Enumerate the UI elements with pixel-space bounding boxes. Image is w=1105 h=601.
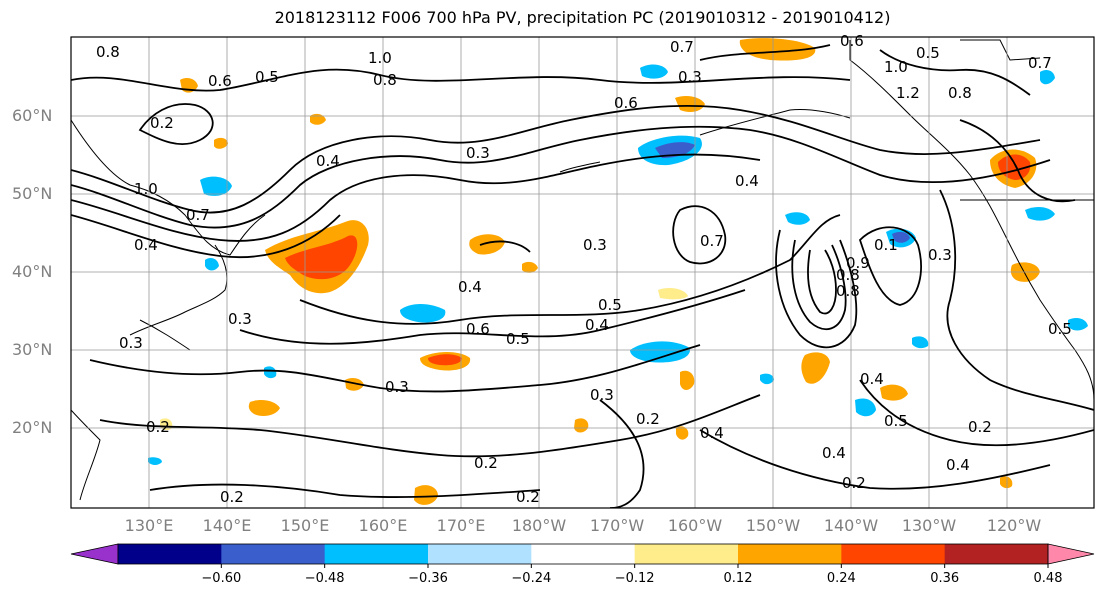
svg-text:0.2: 0.2 bbox=[146, 418, 170, 436]
svg-text:0.5: 0.5 bbox=[255, 68, 279, 86]
svg-text:1.2: 1.2 bbox=[896, 84, 920, 102]
colorbar: −0.60 −0.48 −0.36 −0.24 −0.12 0.12 0.24 0.36 0.4… bbox=[70, 543, 1095, 586]
svg-text:0.7: 0.7 bbox=[186, 206, 210, 224]
colorbar-tick-label: −0.48 bbox=[305, 571, 345, 586]
svg-text:180°W: 180°W bbox=[512, 516, 567, 535]
colorbar-segment bbox=[738, 544, 842, 564]
svg-text:140°W: 140°W bbox=[824, 516, 879, 535]
svg-text:0.9: 0.9 bbox=[846, 254, 870, 272]
svg-text:0.2: 0.2 bbox=[220, 488, 244, 506]
pv-contours bbox=[71, 44, 1094, 508]
precip-negative-patches bbox=[148, 64, 1088, 465]
svg-text:0.3: 0.3 bbox=[228, 310, 252, 328]
colorbar-segment bbox=[118, 544, 222, 564]
colorbar-segment bbox=[841, 544, 946, 564]
svg-text:150°W: 150°W bbox=[746, 516, 801, 535]
svg-text:160°W: 160°W bbox=[668, 516, 723, 535]
colorbar-extension-high bbox=[1047, 543, 1095, 565]
coastlines bbox=[71, 39, 1094, 501]
colorbar-segment bbox=[944, 544, 1049, 564]
svg-text:0.2: 0.2 bbox=[150, 114, 174, 132]
svg-text:0.4: 0.4 bbox=[585, 316, 609, 334]
svg-text:50°N: 50°N bbox=[12, 184, 52, 203]
svg-text:0.6: 0.6 bbox=[208, 72, 232, 90]
colorbar-tick-label: −0.24 bbox=[511, 571, 551, 586]
svg-text:0.5: 0.5 bbox=[598, 296, 622, 314]
svg-text:0.8: 0.8 bbox=[948, 84, 972, 102]
colorbar-tick-label: 0.48 bbox=[1034, 571, 1063, 586]
svg-text:0.2: 0.2 bbox=[474, 454, 498, 472]
svg-text:0.4: 0.4 bbox=[700, 424, 724, 442]
svg-text:0.4: 0.4 bbox=[134, 236, 158, 254]
svg-text:0.4: 0.4 bbox=[458, 278, 482, 296]
svg-text:0.3: 0.3 bbox=[583, 236, 607, 254]
colorbar-segment bbox=[531, 544, 636, 564]
colorbar-segment bbox=[428, 544, 532, 564]
svg-text:0.3: 0.3 bbox=[385, 378, 409, 396]
svg-text:140°E: 140°E bbox=[203, 516, 252, 535]
longitude-labels: 130°E 140°E 150°E 160°E 170°E 180°W 170°… bbox=[125, 516, 1042, 535]
colorbar-extension-low bbox=[70, 543, 119, 565]
svg-text:170°E: 170°E bbox=[437, 516, 486, 535]
svg-text:0.8: 0.8 bbox=[96, 43, 120, 61]
colorbar-segment bbox=[221, 544, 326, 564]
colorbar-tick-label: 0.24 bbox=[827, 571, 856, 586]
plot-frame bbox=[70, 36, 1095, 509]
svg-text:0.6: 0.6 bbox=[840, 32, 864, 50]
colorbar-tick-label: 0.12 bbox=[724, 571, 753, 586]
svg-text:1.0: 1.0 bbox=[134, 180, 158, 198]
svg-text:20°N: 20°N bbox=[12, 418, 52, 437]
colorbar-tick-label: −0.12 bbox=[615, 571, 655, 586]
colorbar-tick-label: −0.36 bbox=[408, 571, 448, 586]
svg-text:0.2: 0.2 bbox=[968, 418, 992, 436]
svg-text:0.4: 0.4 bbox=[946, 456, 970, 474]
svg-text:0.2: 0.2 bbox=[516, 488, 540, 506]
svg-text:0.3: 0.3 bbox=[590, 386, 614, 404]
svg-text:120°W: 120°W bbox=[987, 516, 1042, 535]
svg-text:0.2: 0.2 bbox=[636, 410, 660, 428]
colorbar-frame bbox=[117, 543, 1049, 565]
svg-text:1.0: 1.0 bbox=[368, 49, 392, 67]
precip-positive-patches bbox=[160, 38, 1040, 505]
svg-text:0.4: 0.4 bbox=[860, 370, 884, 388]
svg-text:0.7: 0.7 bbox=[1028, 54, 1052, 72]
colorbar-tick-label: −0.60 bbox=[201, 571, 241, 586]
svg-text:0.8: 0.8 bbox=[373, 71, 397, 89]
svg-text:170°W: 170°W bbox=[590, 516, 645, 535]
svg-text:0.5: 0.5 bbox=[916, 44, 940, 62]
svg-text:0.4: 0.4 bbox=[735, 172, 759, 190]
svg-text:0.2: 0.2 bbox=[842, 474, 866, 492]
latitude-labels: 60°N 50°N 40°N 30°N 20°N bbox=[12, 106, 52, 437]
svg-text:0.3: 0.3 bbox=[678, 68, 702, 86]
svg-text:0.3: 0.3 bbox=[466, 144, 490, 162]
svg-text:0.1: 0.1 bbox=[874, 236, 898, 254]
svg-text:60°N: 60°N bbox=[12, 106, 52, 125]
contour-labels: 0.8 1.0 0.7 0.5 0.6 0.2 0.8 0.8 1.0 0.5 … bbox=[96, 32, 1072, 506]
svg-text:0.5: 0.5 bbox=[884, 412, 908, 430]
svg-text:0.8: 0.8 bbox=[836, 282, 860, 300]
svg-text:0.6: 0.6 bbox=[466, 320, 490, 338]
svg-text:0.3: 0.3 bbox=[928, 246, 952, 264]
svg-text:0.4: 0.4 bbox=[316, 152, 340, 170]
svg-text:0.7: 0.7 bbox=[700, 232, 724, 250]
svg-text:0.3: 0.3 bbox=[119, 334, 143, 352]
svg-text:1.0: 1.0 bbox=[884, 58, 908, 76]
svg-text:0.5: 0.5 bbox=[506, 330, 530, 348]
svg-text:150°E: 150°E bbox=[281, 516, 330, 535]
svg-text:0.7: 0.7 bbox=[670, 38, 694, 56]
svg-text:0.5: 0.5 bbox=[1048, 320, 1072, 338]
svg-text:40°N: 40°N bbox=[12, 262, 52, 281]
colorbar-tick-label: 0.36 bbox=[930, 571, 959, 586]
svg-text:0.6: 0.6 bbox=[614, 94, 638, 112]
colorbar-segment bbox=[634, 544, 739, 564]
svg-text:0.4: 0.4 bbox=[822, 444, 846, 462]
svg-text:30°N: 30°N bbox=[12, 340, 52, 359]
svg-text:130°E: 130°E bbox=[125, 516, 174, 535]
svg-text:160°E: 160°E bbox=[359, 516, 408, 535]
chart-title: 2018123112 F006 700 hPa PV, precipitatio… bbox=[274, 8, 891, 27]
svg-text:0.8: 0.8 bbox=[836, 266, 860, 284]
svg-text:130°W: 130°W bbox=[902, 516, 957, 535]
colorbar-segment bbox=[324, 544, 429, 564]
